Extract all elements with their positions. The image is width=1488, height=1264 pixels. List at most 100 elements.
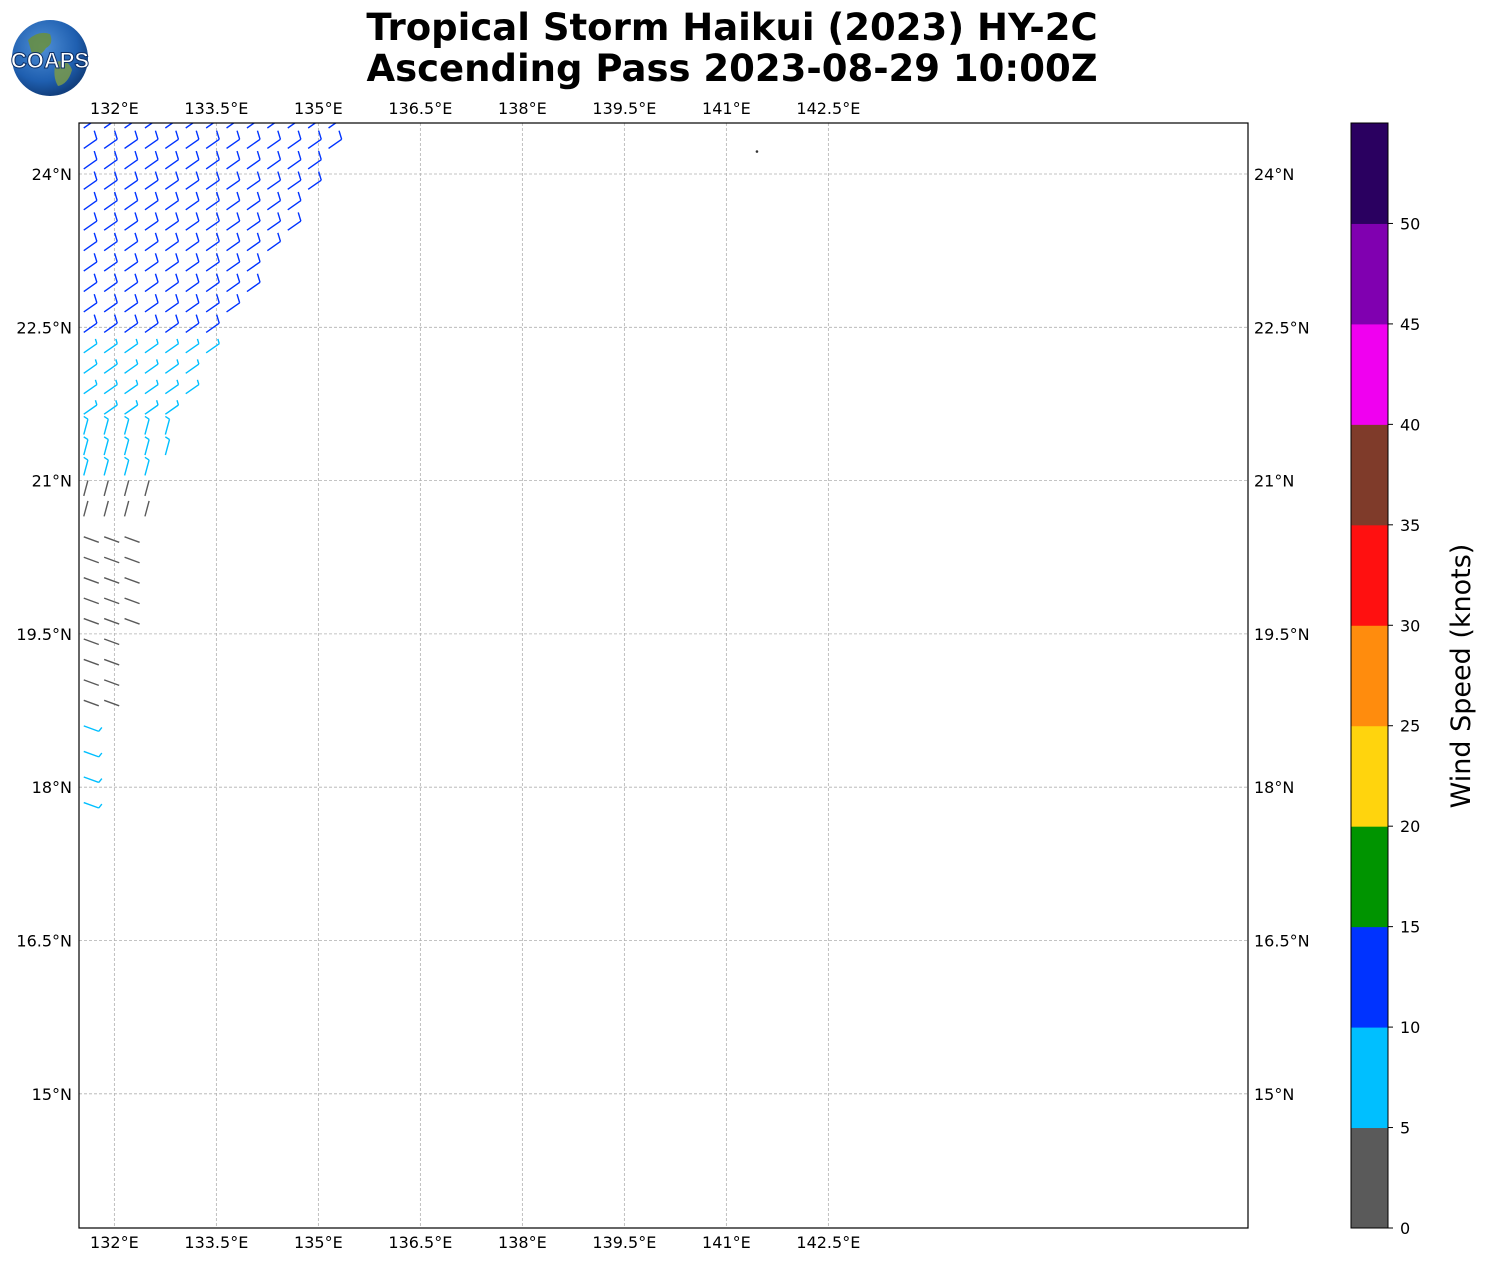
wind-barb (185, 191, 200, 211)
wind-barb (124, 253, 139, 272)
wind-barb (103, 679, 120, 687)
lon-tick-label-bottom: 133.5°E (184, 1233, 248, 1252)
wind-barb (226, 191, 241, 211)
wind-barb (205, 191, 220, 211)
lat-tick-label-right: 18°N (1254, 778, 1294, 797)
wind-barb (144, 500, 150, 517)
wind-barb (226, 293, 241, 313)
wind-barb (83, 338, 98, 354)
colorbar-tick-label: 20 (1400, 817, 1420, 836)
wind-barb (83, 500, 89, 517)
wind-barb (164, 150, 180, 170)
lon-tick-label-top: 132°E (90, 99, 139, 118)
wind-barb (124, 359, 139, 374)
colorbar-ticks: 0 5 10 15 20 25 30 35 40 45 50 (1388, 214, 1420, 1238)
wind-barb (307, 150, 322, 170)
wind-barb (123, 480, 130, 497)
wind-barb (205, 130, 220, 150)
lon-tick-label-bottom: 139.5°E (592, 1233, 656, 1252)
wind-barb (144, 253, 159, 272)
colorbar-bin (1351, 826, 1388, 928)
wind-barb (103, 212, 118, 231)
wind-barb (164, 171, 180, 190)
colorbar-tick-label: 35 (1400, 516, 1420, 535)
wind-barb (83, 415, 89, 435)
wind-barb (185, 293, 200, 313)
wind-barb (83, 480, 89, 497)
wind-barb (246, 150, 261, 170)
lat-tick-label-left: 16.5°N (16, 932, 72, 951)
coaps-logo: COAPS (10, 18, 90, 102)
lat-tick-label-left: 19.5°N (16, 625, 72, 644)
wind-barb (287, 130, 302, 150)
wind-barb (103, 480, 109, 497)
wind-barb (124, 379, 139, 395)
wind-barb (164, 359, 180, 374)
lon-tick-label-bottom: 135°E (294, 1233, 343, 1252)
lat-tick-label-right: 19.5°N (1254, 625, 1310, 644)
wind-barb (103, 500, 109, 517)
wind-barb (164, 415, 171, 435)
colorbar-bin (1351, 725, 1388, 827)
colorbar-bin (1351, 1127, 1388, 1229)
wind-barb (83, 253, 98, 272)
wind-barb (185, 130, 200, 150)
wind-barb (83, 556, 100, 564)
gridlines (79, 123, 1248, 1228)
wind-barb (266, 171, 282, 190)
wind-barb (226, 273, 241, 293)
colorbar (1350, 122, 1389, 1229)
colorbar-tick-label: 50 (1400, 214, 1420, 233)
colorbar-tick-label: 10 (1400, 1018, 1420, 1037)
island-marker (755, 150, 759, 153)
colorbar-tick-label: 30 (1400, 616, 1420, 635)
lat-tick-label-left: 21°N (32, 472, 72, 491)
wind-barb (205, 338, 220, 354)
wind-barb (83, 379, 98, 395)
wind-barb (103, 400, 118, 415)
wind-barb (226, 232, 241, 252)
wind-barb (103, 359, 118, 374)
colorbar-bin (1351, 424, 1388, 526)
wind-barb (307, 171, 322, 190)
wind-barb (185, 379, 200, 395)
wind-barb (144, 130, 159, 150)
colorbar-bin (1351, 123, 1388, 224)
wind-barb (185, 253, 200, 272)
wind-barb (144, 232, 159, 252)
wind-barb (83, 658, 100, 666)
wind-barb (83, 617, 100, 625)
colorbar-frame (1350, 122, 1389, 1229)
island-dot (755, 150, 759, 153)
wind-barb (205, 314, 220, 333)
wind-barb (266, 130, 282, 150)
wind-barb (144, 359, 159, 374)
wind-barb (164, 314, 180, 333)
wind-barb (83, 536, 100, 543)
wind-barb (83, 638, 100, 646)
wind-barb (226, 150, 241, 170)
wind-barb (164, 293, 180, 313)
wind-barb (103, 314, 118, 333)
wind-barb (164, 130, 180, 150)
wind-barb (103, 597, 120, 605)
colorbar-tick-label: 25 (1400, 717, 1420, 736)
lon-tick-label-top: 142.5°E (796, 99, 860, 118)
wind-barb (144, 314, 159, 333)
wind-barb (246, 171, 261, 190)
lon-tick-label-bottom: 132°E (90, 1233, 139, 1252)
wind-barb (164, 436, 171, 456)
wind-barb (185, 338, 200, 354)
colorbar-bin (1351, 524, 1388, 626)
wind-barb (266, 150, 282, 170)
wind-barb (205, 253, 220, 272)
colorbar-bin (1351, 1027, 1388, 1129)
lat-ticks-right: 24°N 22.5°N 21°N 19.5°N 18°N 16.5°N 15°N (1254, 165, 1310, 1104)
wind-barb (124, 293, 139, 313)
colorbar-tick-label: 45 (1400, 315, 1420, 334)
lon-ticks-bottom: 132°E 133.5°E 135°E 136.5°E 138°E 139.5°E 141°… (90, 1233, 860, 1252)
wind-barb (205, 232, 220, 252)
lon-tick-label-bottom: 138°E (498, 1233, 547, 1252)
wind-barb (226, 253, 241, 272)
